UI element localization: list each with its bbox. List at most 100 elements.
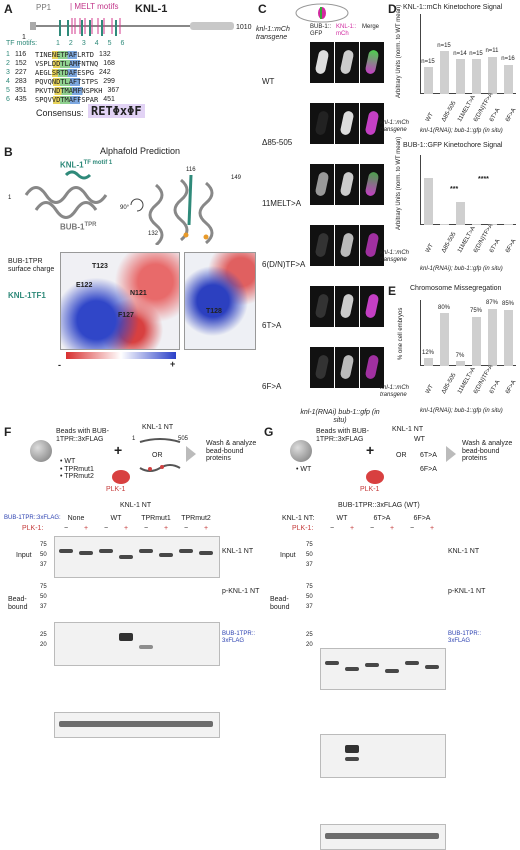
chart-bar	[455, 201, 465, 225]
alphafold-title: Alphafold Prediction	[100, 146, 181, 156]
d-top-ylabel: Arbitrary Units (norm. to WT mean)	[396, 4, 402, 98]
f-mw-input: 75 50 37	[40, 542, 47, 568]
res-n121: N121	[130, 290, 147, 297]
alignment-row: 6 435 SPQVVDTMAFFSPAR 451	[6, 95, 115, 104]
chart-bar	[423, 178, 433, 225]
alignment-row: 3 227 AEGLSRTDAFESPG 242	[6, 68, 111, 77]
plk1-icon	[112, 470, 130, 484]
sig-1: ***	[450, 186, 459, 193]
f-mw-flag: 25 20	[40, 632, 47, 648]
g-plk: PLK-1	[360, 486, 380, 493]
f-row-bub: BUB-1TPR::3xFLAG:	[4, 515, 61, 521]
d-top-footer: knl-1(RNAi); bub-1::gfp (in situ)	[420, 128, 503, 134]
alignment-row: 4 283 PQVQNDTLAFTSTPS 299	[6, 77, 115, 86]
knl1-tf-label: KNL-1TF motif 1	[60, 160, 113, 170]
g-plk1-icon	[366, 470, 384, 484]
micro-row	[310, 103, 384, 144]
g-r1: KNL-1 NT	[448, 548, 480, 555]
bar-label: n=15	[469, 50, 483, 57]
g-mw-input: 75 50 37	[306, 542, 313, 568]
g-input-blot	[320, 648, 446, 690]
chart-bar	[487, 56, 497, 94]
surface-charge-label: BUB-1TPR surface charge	[8, 258, 55, 273]
x-tick-label: Δ85-505	[441, 231, 458, 254]
d-bot-title: BUB-1::GFP Kinetochore Signal	[403, 142, 503, 149]
x-tick-label: WT	[425, 111, 435, 123]
x-tick-label: 6T>A	[489, 107, 502, 123]
c-row-melt: 11MELT>A	[262, 199, 302, 208]
f-beadbound-label: Bead-bound	[8, 596, 28, 611]
chart-bar	[503, 64, 513, 94]
chart-bar	[423, 67, 433, 94]
chart-bar	[503, 224, 513, 225]
knl1-domain-diagram	[30, 18, 234, 36]
e-transgene: knl-1::mCh transgene	[380, 385, 410, 398]
chart-bar	[503, 309, 513, 366]
x-tick-label: 6F>A	[505, 107, 518, 123]
f-or: OR	[152, 452, 163, 459]
res-f127: F127	[118, 312, 134, 319]
f-groups: None WT TPRmut1 TPRmut2	[67, 515, 211, 522]
f-n1: 1	[132, 436, 136, 442]
chart-bar	[471, 316, 481, 366]
g-6f: 6F>A	[420, 466, 437, 473]
x-tick-label: 6T>A	[489, 238, 502, 254]
chart-bar	[455, 361, 465, 366]
melt-label: | MELT motifs	[70, 2, 119, 11]
f-mw-bead: 75 50 37	[40, 584, 47, 610]
consensus-label: Consensus:	[36, 108, 84, 118]
f-r1: KNL-1 NT	[222, 548, 254, 555]
motif-alignment: 1 116 TINENETPAFLRTD 132 2 152 VSPLDDTLAMFNTN…	[6, 50, 176, 104]
c-row-6t: 6T>A	[262, 321, 282, 330]
bar-label: 80%	[437, 304, 450, 311]
f-header-knl: KNL-1 NT	[120, 502, 152, 509]
panel-a-label: A	[4, 2, 13, 16]
f-plk: PLK-1	[106, 486, 126, 493]
e-footer: knl-1(RNAi); bub-1::gfp (in situ)	[420, 408, 503, 414]
g-beadbound-label: Bead-bound	[270, 596, 290, 611]
g-mw-flag: 25 20	[306, 632, 313, 648]
micro-row	[310, 164, 384, 205]
alignment-row: 2 152 VSPLDDTLAMFNTNQ 168	[6, 59, 115, 68]
panel-b-label: B	[4, 145, 13, 159]
micro-row	[310, 42, 384, 83]
g-6t: 6T>A	[420, 452, 437, 459]
bar-label: 12%	[421, 349, 434, 356]
colorbar-plus: +	[170, 359, 176, 369]
g-knl-row: KNL-1 NT:	[282, 515, 315, 522]
g-r3: BUB-1TPR:: 3xFLAG	[448, 631, 482, 644]
micro-row	[310, 347, 384, 388]
chart-bar	[423, 358, 433, 366]
d-top-chart: n=15 n=15 n=14 n=15 n=11 n=16 WT Δ85-505 11MELT>…	[420, 14, 517, 123]
g-signs: − + − + − +	[329, 525, 435, 532]
struct-n132: 132	[148, 231, 159, 237]
tf-motifs-label: TF motifs:	[6, 40, 38, 47]
g-input-label: Input	[280, 552, 296, 559]
d-bot-ylabel: Arbitrary Units (norm. to WT mean)	[396, 136, 402, 230]
c-row-6f: 6F>A	[262, 382, 282, 391]
g-mw-bead: 75 50 37	[306, 584, 313, 610]
struct-n149: 149	[231, 175, 242, 181]
bar-label: n=15	[437, 42, 451, 49]
f-options: • WT • TPRmut1 • TPRmut2	[60, 458, 94, 481]
chart-bar	[455, 59, 465, 94]
x-tick-label: 6F>A	[505, 379, 518, 395]
d-top-transgene: knl-1::mCh transgene	[380, 120, 410, 133]
f-signs: − + − + − + − +	[63, 525, 209, 532]
res-t123: T123	[92, 263, 108, 270]
struct-n116: 116	[186, 167, 196, 173]
panel-e-label: E	[388, 284, 397, 298]
x-tick-label: 6F>A	[505, 238, 518, 254]
g-bead-icon	[290, 440, 312, 462]
chart-bar	[487, 308, 497, 366]
c-row-del: Δ85-505	[262, 138, 293, 147]
bar-label: 7%	[455, 352, 465, 359]
g-arrow	[446, 446, 470, 462]
f-beadbound-blot	[54, 622, 220, 666]
micro-col-headers: BUB-1:: GFP KNL-1:: mCh Merge	[310, 24, 380, 37]
g-r2: p-KNL-1 NT	[448, 588, 486, 595]
chart-bar	[487, 224, 497, 225]
micro-row	[310, 225, 384, 266]
f-knl: KNL-1 NT	[142, 424, 174, 431]
x-tick-label: Δ85-505	[441, 100, 458, 123]
